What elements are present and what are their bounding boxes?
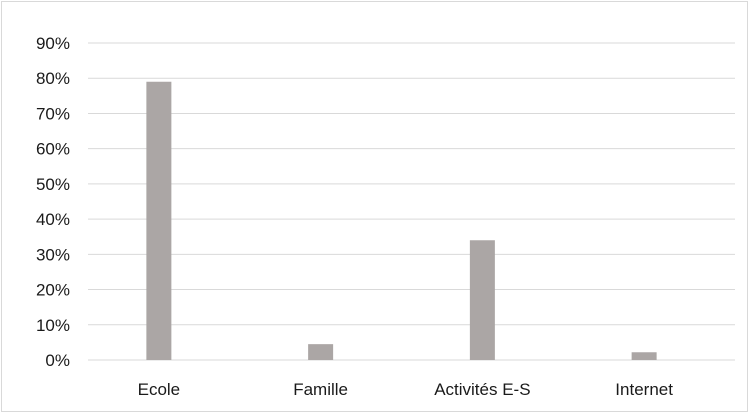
category-label: Internet: [615, 380, 673, 399]
y-tick-label: 0%: [45, 351, 70, 370]
bar-0: [146, 81, 172, 360]
y-tick-label: 30%: [36, 245, 70, 264]
category-label: Famille: [293, 380, 348, 399]
category-label: Ecole: [138, 380, 181, 399]
y-tick-label: 80%: [36, 69, 70, 88]
y-tick-label: 50%: [36, 175, 70, 194]
y-tick-label: 40%: [36, 210, 70, 229]
category-label: Activités E-S: [434, 380, 530, 399]
bar-2: [469, 240, 495, 360]
y-axis-tick-labels: 0% 10% 20% 30% 40% 50% 60% 70% 80% 90%: [36, 34, 70, 370]
bars: [146, 81, 657, 360]
bar-3: [631, 352, 657, 360]
gridlines: [88, 42, 735, 361]
bar-1: [308, 344, 334, 360]
x-axis-category-labels: Ecole Famille Activités E-S Internet: [138, 380, 674, 399]
y-tick-label: 90%: [36, 34, 70, 53]
y-tick-label: 10%: [36, 316, 70, 335]
y-tick-label: 60%: [36, 140, 70, 159]
y-tick-label: 70%: [36, 104, 70, 123]
y-tick-label: 20%: [36, 281, 70, 300]
